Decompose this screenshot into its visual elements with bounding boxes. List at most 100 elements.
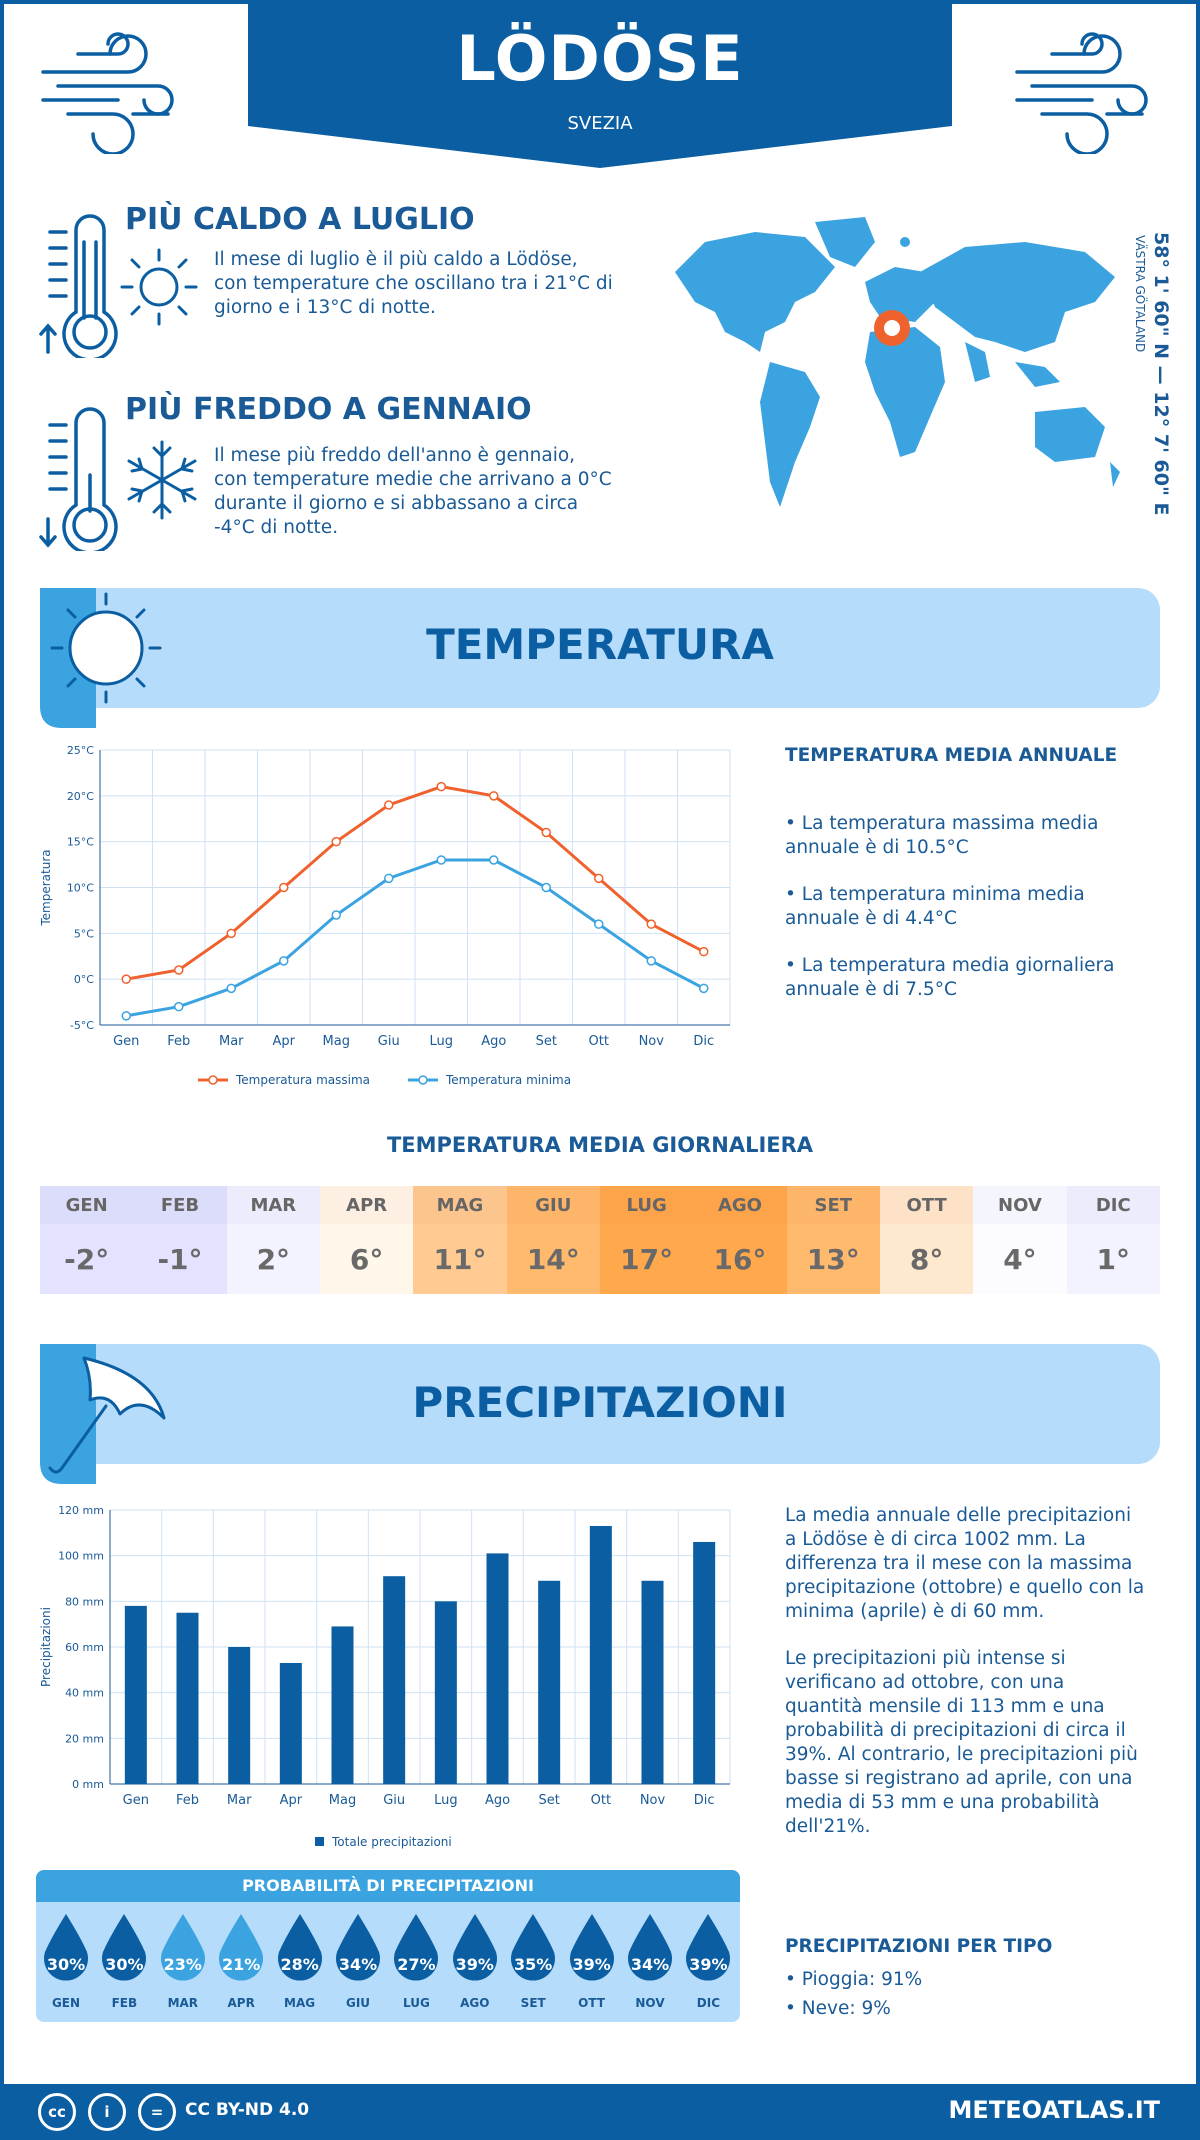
min-temp-point <box>279 956 289 966</box>
precip-probability-title: PROBABILITÀ DI PRECIPITAZIONI <box>36 1870 740 1902</box>
umbrella-rain-icon <box>40 1344 166 1484</box>
min-temp-point <box>436 855 446 865</box>
y-tick-label: 15°C <box>67 836 94 849</box>
rain-drop-shape <box>102 1914 147 1981</box>
probability-month: GIU <box>345 1996 371 2010</box>
x-tick-label: Dic <box>693 1034 714 1049</box>
probability-value: 34% <box>338 1955 378 1974</box>
daily-month-label: NOV <box>973 1186 1067 1224</box>
rain-drop-icon <box>569 1914 614 1981</box>
min-temp-point <box>384 873 394 884</box>
y-tick-label: 20 mm <box>65 1732 104 1745</box>
max-temp-point <box>489 791 499 801</box>
country-subtitle: SVEZIA <box>567 113 633 134</box>
daily-temp-value: 16° <box>693 1224 787 1294</box>
x-tick-label: Mar <box>227 1793 252 1808</box>
probability-value: 35% <box>514 1955 553 1974</box>
probability-month: MAR <box>167 1996 199 2010</box>
precipitation-title: PRECIPITAZIONI <box>412 1378 788 1427</box>
cc-icon: cc <box>38 2093 76 2131</box>
y-axis-label: Precipitazioni <box>39 1607 53 1687</box>
rain-drop-icon <box>511 1914 556 1981</box>
max-temp-point <box>699 946 709 957</box>
precipitation-bar <box>434 1601 457 1784</box>
x-tick-label: Nov <box>639 1034 665 1049</box>
x-tick-label: Set <box>536 1034 557 1049</box>
footer <box>0 2084 1200 2140</box>
x-tick-label: Feb <box>176 1793 199 1808</box>
temperature-banner <box>40 588 1160 708</box>
x-tick-label: Lug <box>429 1034 453 1049</box>
rain-drop-shape <box>219 1914 264 1981</box>
legend-marker <box>208 1075 218 1085</box>
x-tick-label: Gen <box>123 1793 149 1808</box>
legend-label: Totale precipitazioni <box>331 1835 452 1849</box>
hottest-month-text: Il mese di luglio è il più caldo a Lödös… <box>214 249 613 318</box>
precipitation-banner <box>40 1344 1160 1464</box>
min-temp-point <box>594 919 604 929</box>
y-tick-label: 80 mm <box>65 1595 104 1608</box>
annual-min-bullet: • La temperatura minima media annuale è … <box>785 884 1085 929</box>
location-pin-icon <box>874 310 910 346</box>
probability-month: NOV <box>635 1996 665 2010</box>
y-tick-label: 60 mm <box>65 1641 104 1654</box>
max-temp-line <box>125 785 705 981</box>
thermometer-cold-icon <box>39 407 118 551</box>
probability-value: 34% <box>630 1955 670 1974</box>
site-link[interactable]: METEOATLAS.IT <box>948 2096 1160 2124</box>
precip-type-title: PRECIPITAZIONI PER TIPO <box>785 1936 1053 1957</box>
rain-drop-shape <box>686 1914 731 1981</box>
daily-temp-value: 13° <box>786 1224 880 1294</box>
precipitation-chart: 0 mm 20 mm 40 mm 60 mm 80 mm 100 mm 120 mm Gen F… <box>39 1504 731 1849</box>
rain-drop-shape <box>160 1914 205 1981</box>
precipitation-bar <box>279 1662 302 1784</box>
rain-drop-icon <box>44 1914 88 1981</box>
x-tick-label: Ott <box>589 1034 609 1049</box>
daily-temp-column: FEB -1° <box>133 1186 227 1294</box>
daily-temp-title: TEMPERATURA MEDIA GIORNALIERA <box>386 1133 814 1157</box>
daily-temp-value: 14° <box>506 1224 600 1294</box>
probability-month: AGO <box>460 1996 490 2010</box>
min-temp-point <box>121 1011 131 1021</box>
daily-month-label: MAG <box>413 1186 507 1224</box>
precipitation-bar <box>641 1580 664 1784</box>
coldest-month-text: Il mese più freddo dell'anno è gennaio, … <box>214 445 612 538</box>
max-temp-point <box>279 882 289 893</box>
x-tick-label: Apr <box>273 1034 296 1049</box>
x-tick-label: Lug <box>434 1793 458 1808</box>
x-tick-label: Ott <box>591 1793 611 1808</box>
probability-value: 28% <box>280 1955 319 1974</box>
y-tick-label: 0 mm <box>72 1778 104 1791</box>
probability-value: 27% <box>397 1955 436 1974</box>
daily-temp-value: 4° <box>973 1224 1067 1294</box>
daily-month-label: FEB <box>133 1186 227 1224</box>
x-tick-label: Apr <box>280 1793 303 1808</box>
daily-temp-column: GEN -2° <box>40 1186 134 1294</box>
probability-value: 30% <box>105 1955 144 1974</box>
precipitation-bar <box>124 1605 147 1784</box>
max-temp-point <box>646 919 656 929</box>
daily-month-label: SET <box>786 1186 880 1224</box>
y-axis-label: Temperatura <box>39 849 53 926</box>
daily-temp-value: -1° <box>133 1224 227 1294</box>
max-temp-point <box>226 928 236 939</box>
precipitation-summary: La media annuale delle precipitazioni a … <box>785 1505 1145 1622</box>
probability-month: SET <box>520 1996 546 2010</box>
daily-month-label: GEN <box>40 1186 134 1224</box>
y-tick-label: 0°C <box>74 973 94 986</box>
temperature-chart: -5°C 0°C 5°C 10°C 15°C 20°C 25°C Gen Feb Mar Apr Ma… <box>39 744 731 1087</box>
rain-drop-icon <box>219 1914 264 1981</box>
daily-month-label: LUG <box>599 1186 694 1224</box>
rain-drop-icon <box>686 1914 731 1981</box>
daily-temp-value: 11° <box>413 1224 507 1294</box>
x-tick-label: Nov <box>640 1793 666 1808</box>
probability-month: MAG <box>284 1996 316 2010</box>
y-tick-label: -5°C <box>70 1019 94 1032</box>
rain-drop-shape <box>277 1914 322 1981</box>
daily-temp-table: GEN -2° FEB -1° MAR 2° APR 6° MAG 11° GIU 14° LUG 17°… <box>40 1186 1160 1294</box>
rain-drop-shape <box>569 1914 614 1981</box>
rain-drop-icon <box>336 1914 380 1981</box>
x-tick-label: Mag <box>323 1034 350 1049</box>
daily-temp-value: 6° <box>319 1224 414 1294</box>
rain-drop-icon <box>628 1914 672 1981</box>
